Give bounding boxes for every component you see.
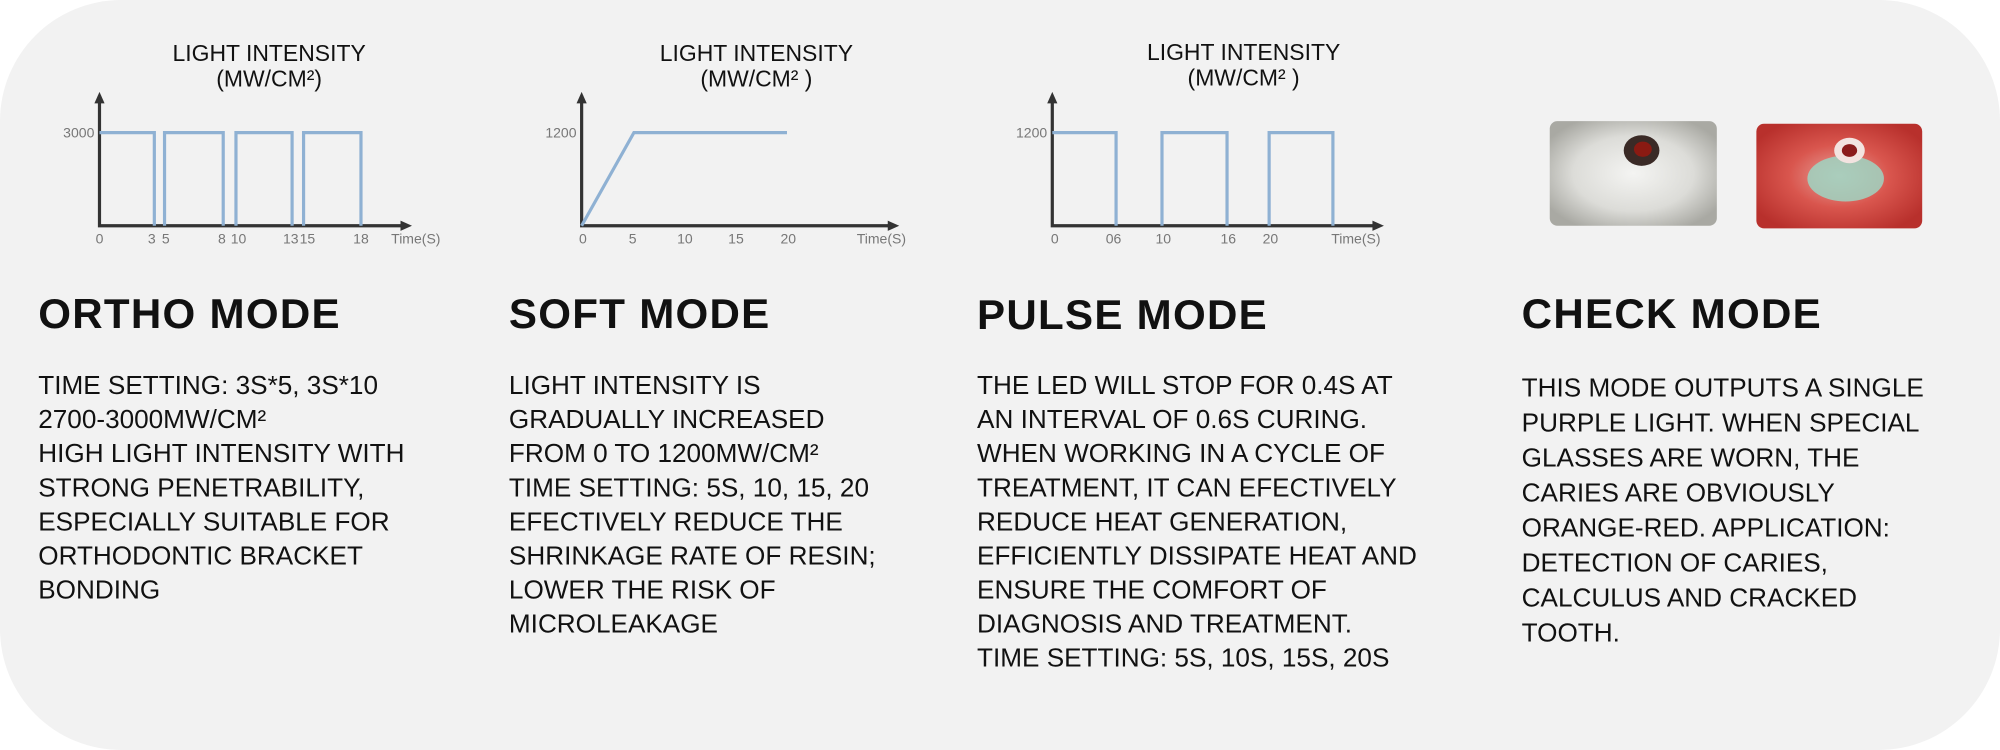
photo-white-light — [1549, 121, 1717, 226]
axes — [580, 95, 893, 228]
x-label: 5 — [162, 231, 170, 247]
x-label: 16 — [1221, 231, 1237, 247]
x-label: 20 — [1263, 231, 1279, 247]
x-label: 10 — [677, 231, 693, 247]
x-label: 13 — [283, 231, 299, 247]
description-line: GRADUALLY INCREASED — [509, 404, 825, 434]
x-unit: Time(S) — [1331, 231, 1380, 247]
x-label: 10 — [231, 231, 247, 247]
x-label: 0 — [579, 231, 587, 247]
description-line: STRONG PENETRABILITY, — [38, 472, 364, 502]
x-unit: Time(S) — [391, 231, 440, 247]
description-line: ENSURE THE COMFORT OF — [977, 574, 1327, 604]
mode-title: PULSE MODE — [977, 291, 1268, 338]
description-line: THIS MODE OUTPUTS A SINGLE — [1522, 373, 1924, 403]
tooth-glow — [1807, 155, 1884, 202]
x-unit: Time(S) — [857, 231, 906, 247]
caries-core — [1841, 144, 1858, 157]
ortho-chart: LIGHT INTENSITY (MW/CM²) 3000 0 3 5 8 10… — [63, 40, 440, 246]
description-line: GLASSES ARE WORN, THE — [1522, 443, 1860, 473]
description-line: LOWER THE RISK OF — [509, 574, 776, 604]
y-label: 1200 — [1016, 125, 1047, 141]
chart-title: LIGHT INTENSITY — [660, 40, 853, 66]
description-line: REDUCE HEAT GENERATION, — [977, 506, 1347, 536]
y-label: 3000 — [63, 125, 94, 141]
chart-title: (MW/CM²) — [216, 66, 322, 92]
description-line: TIME SETTING: 3S*5, 3S*10 — [38, 370, 378, 400]
description-line: THE LED WILL STOP FOR 0.4S AT — [977, 370, 1393, 400]
x-label: 0 — [1051, 231, 1059, 247]
description-line: TIME SETTING: 5S, 10S, 15S, 20S — [977, 643, 1389, 673]
description-line: SHRINKAGE RATE OF RESIN; — [509, 540, 876, 570]
description-line: BONDING — [38, 574, 160, 604]
waveform — [99, 131, 363, 226]
description-line: EFFICIENTLY DISSIPATE HEAT AND — [977, 540, 1417, 570]
description-line: ESPECIALLY SUITABLE FOR — [38, 506, 389, 536]
description-line: DIAGNOSIS AND TREATMENT. — [977, 609, 1352, 639]
x-label: 3 — [148, 231, 156, 247]
description-line: TREATMENT, IT CAN EFECTIVELY — [977, 472, 1397, 502]
chart-title: LIGHT INTENSITY — [1147, 39, 1340, 65]
description-line: LIGHT INTENSITY IS — [509, 370, 761, 400]
description-line: ORANGE-RED. APPLICATION: — [1522, 512, 1890, 542]
description-line: AN INTERVAL OF 0.6S CURING. — [977, 404, 1367, 434]
description-line: MICROLEAKAGE — [509, 609, 718, 639]
description-line: PURPLE LIGHT. WHEN SPECIAL — [1522, 408, 1920, 438]
description-line: TOOTH. — [1522, 617, 1620, 647]
mode-title: SOFT MODE — [509, 290, 771, 337]
description-line: WHEN WORKING IN A CYCLE OF — [977, 438, 1385, 468]
description-line: CARIES ARE OBVIOUSLY — [1522, 478, 1835, 508]
soft-chart: LIGHT INTENSITY (MW/CM² ) 1200 0 5 10 15… — [545, 40, 906, 246]
x-label: 15 — [300, 231, 316, 247]
x-label: 0 — [96, 231, 104, 247]
mode-title: CHECK MODE — [1522, 290, 1822, 337]
description-line: TIME SETTING: 5S, 10, 15, 20 — [509, 472, 869, 502]
x-label: 10 — [1155, 231, 1171, 247]
description-line: DETECTION OF CARIES, — [1522, 547, 1828, 577]
mode-title: ORTHO MODE — [38, 290, 341, 337]
x-label: 06 — [1106, 231, 1122, 247]
waveform — [1052, 131, 1335, 226]
description-line: EFECTIVELY REDUCE THE — [509, 506, 843, 536]
y-label: 1200 — [545, 125, 576, 141]
photos — [1549, 121, 1923, 229]
x-label: 18 — [353, 231, 369, 247]
description-line: FROM 0 TO 1200MW/CM² — [509, 438, 819, 468]
waveform — [580, 131, 787, 227]
x-label: 15 — [728, 231, 744, 247]
x-label: 5 — [629, 231, 637, 247]
pulse-chart: LIGHT INTENSITY (MW/CM² ) 1200 0 06 10 1… — [1016, 39, 1384, 247]
description-line: ORTHODONTIC BRACKET — [38, 540, 363, 570]
chart-title: (MW/CM² ) — [700, 66, 812, 92]
caries-core — [1633, 141, 1652, 157]
chart-title: LIGHT INTENSITY — [172, 40, 365, 66]
chart-title: (MW/CM² ) — [1188, 64, 1300, 90]
x-label: 20 — [780, 231, 796, 247]
description-line: CALCULUS AND CRACKED — [1522, 582, 1857, 612]
description-line: HIGH LIGHT INTENSITY WITH — [38, 438, 404, 468]
x-label: 8 — [218, 231, 226, 247]
description-line: 2700-3000MW/CM² — [38, 404, 266, 434]
